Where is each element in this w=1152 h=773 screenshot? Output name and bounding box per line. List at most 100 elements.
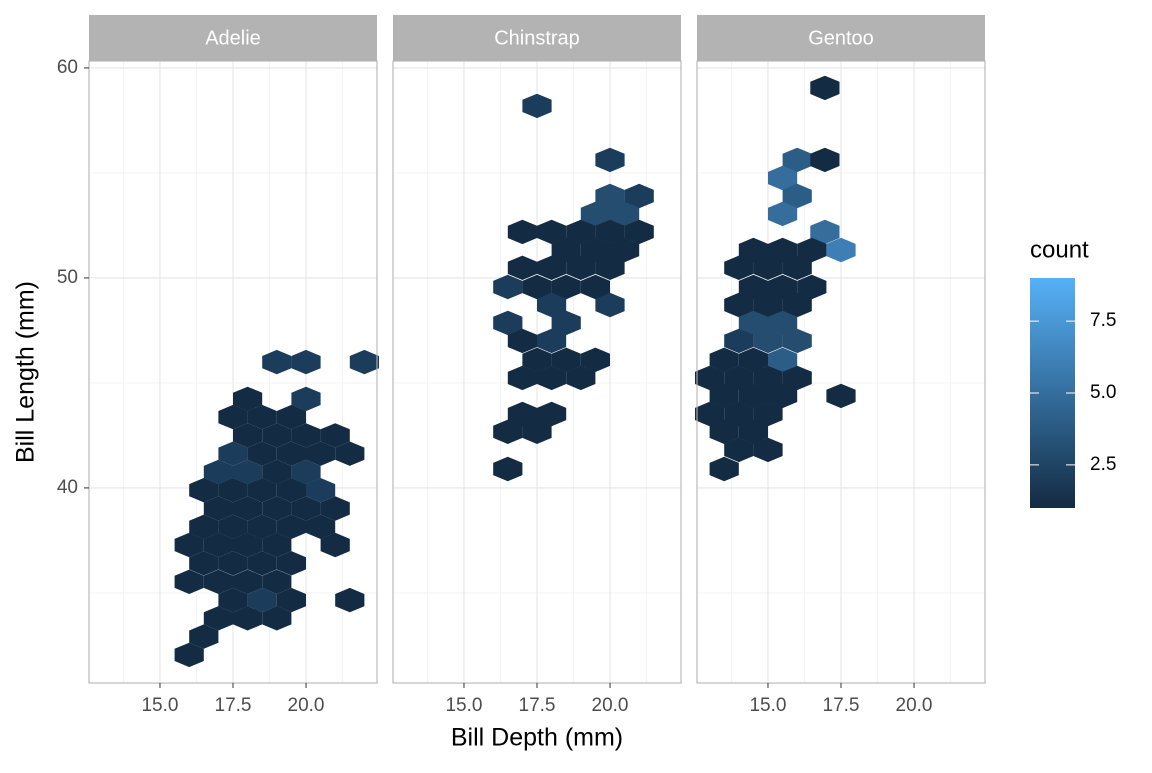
hex: [522, 419, 552, 444]
hex: [566, 255, 596, 280]
hex: [753, 255, 783, 280]
strip: [89, 15, 377, 61]
hex: [262, 569, 292, 594]
hex: [174, 642, 204, 668]
y-tick-label: 50: [57, 267, 78, 288]
x-tick-label: 17.5: [519, 695, 556, 716]
hex: [262, 349, 292, 375]
hex: [566, 365, 596, 391]
hex: [753, 437, 783, 463]
hex: [203, 532, 233, 558]
hex: [753, 292, 783, 318]
hex: [580, 237, 610, 263]
hex: [595, 183, 625, 209]
hex: [218, 441, 248, 466]
hex: [493, 310, 523, 336]
legend-title: count: [1030, 236, 1089, 263]
strip-label: Gentoo: [808, 27, 874, 49]
hex: [580, 274, 610, 300]
hex: [291, 496, 321, 521]
hex: [738, 419, 768, 444]
hex: [810, 75, 840, 101]
hex: [189, 551, 219, 576]
hex: [203, 569, 233, 594]
hex: [247, 441, 277, 466]
hex: [797, 274, 827, 300]
hex: [624, 219, 654, 245]
legend-label: 7.5: [1090, 310, 1116, 331]
hex: [233, 569, 263, 594]
hex: [233, 606, 263, 631]
hex: [782, 183, 812, 209]
hex: [768, 165, 798, 191]
strip-label: Adelie: [205, 27, 261, 49]
hex: [724, 255, 754, 280]
hex: [306, 514, 336, 539]
hex: [291, 459, 321, 485]
hex: [218, 478, 248, 503]
hex: [782, 147, 812, 173]
hex: [262, 606, 292, 631]
panel: Chinstrap 15.0 17.5 20.0: [392, 15, 682, 716]
hex: [291, 423, 321, 448]
hex: [826, 383, 856, 409]
y-tick-label: 60: [57, 57, 78, 78]
hex: [218, 551, 248, 576]
hex: [724, 401, 754, 427]
hex: [738, 383, 768, 409]
hex: [189, 624, 219, 649]
hex: [276, 514, 306, 539]
hex: [493, 419, 523, 444]
panel: Adelie 15.0 17.5 20.0: [88, 15, 379, 716]
hex: [826, 237, 856, 263]
hex: [738, 347, 768, 372]
hex: [320, 423, 350, 448]
hex: [580, 201, 610, 227]
hex: [595, 147, 625, 173]
hex: [203, 606, 233, 631]
hex: [507, 328, 537, 354]
hex: [247, 587, 277, 613]
hex: [291, 386, 321, 412]
hex: [262, 496, 292, 521]
hex: [724, 437, 754, 463]
hex: [276, 404, 306, 430]
legend-label: 5.0: [1090, 382, 1116, 403]
hex: [189, 478, 219, 503]
hex: [551, 237, 581, 263]
hex: [595, 292, 625, 318]
hex: [507, 255, 537, 280]
hex: [580, 347, 610, 372]
hex: [537, 292, 567, 318]
hex: [695, 401, 725, 427]
hex: [291, 349, 321, 375]
hex: [595, 219, 625, 245]
hex: [738, 274, 768, 300]
hex: [262, 532, 292, 558]
hex: [306, 478, 336, 503]
hex: [507, 401, 537, 427]
hex: [507, 219, 537, 245]
hex: [247, 404, 277, 430]
hex: [595, 255, 625, 280]
hex: [709, 383, 739, 409]
hex: [709, 419, 739, 444]
x-tick-label: 15.0: [141, 695, 178, 716]
strip: [697, 15, 985, 61]
hex: [768, 310, 798, 336]
hex: [335, 587, 365, 613]
strip-label: Chinstrap: [494, 27, 580, 49]
x-tick-label: 15.0: [749, 695, 786, 716]
hex: [522, 93, 552, 119]
hex: [810, 219, 840, 245]
hex: [537, 219, 567, 245]
x-tick-label: 17.5: [823, 695, 860, 716]
hex: [709, 347, 739, 372]
hex: [493, 456, 523, 482]
hex: [522, 347, 552, 372]
hex: [724, 328, 754, 354]
hex: [768, 383, 798, 409]
x-tick-label: 15.0: [445, 695, 482, 716]
hex: [782, 365, 812, 391]
